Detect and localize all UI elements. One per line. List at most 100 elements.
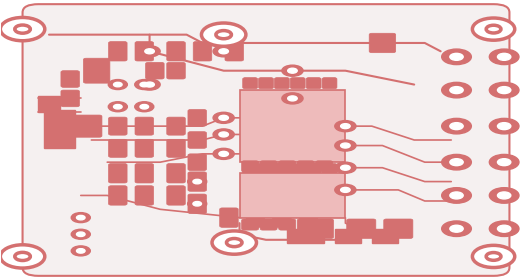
FancyBboxPatch shape [297,161,314,172]
Circle shape [135,80,154,90]
FancyBboxPatch shape [167,164,185,183]
FancyBboxPatch shape [167,117,185,135]
Circle shape [3,18,43,40]
Circle shape [109,102,127,112]
FancyBboxPatch shape [322,164,337,175]
Circle shape [282,65,303,76]
FancyBboxPatch shape [146,62,164,79]
FancyBboxPatch shape [299,208,318,227]
Circle shape [188,199,207,209]
FancyBboxPatch shape [167,42,185,61]
Circle shape [489,188,519,203]
FancyBboxPatch shape [246,208,265,227]
Circle shape [225,238,243,247]
FancyBboxPatch shape [306,164,321,175]
Circle shape [485,252,502,261]
Circle shape [442,82,471,98]
FancyBboxPatch shape [260,219,277,230]
Circle shape [219,49,228,54]
Circle shape [288,96,297,101]
Circle shape [135,102,154,112]
Circle shape [497,87,511,94]
Circle shape [145,49,154,54]
Circle shape [340,187,350,192]
Circle shape [214,30,232,39]
Circle shape [214,232,254,253]
FancyBboxPatch shape [297,219,314,230]
FancyBboxPatch shape [246,164,265,183]
FancyBboxPatch shape [290,164,305,175]
Circle shape [145,82,154,87]
Circle shape [219,151,228,156]
Circle shape [213,148,234,159]
Circle shape [340,124,350,129]
FancyBboxPatch shape [220,208,238,227]
Circle shape [109,80,127,90]
Circle shape [497,225,511,232]
FancyBboxPatch shape [188,132,206,148]
FancyBboxPatch shape [167,139,185,157]
FancyBboxPatch shape [272,186,291,205]
FancyBboxPatch shape [70,115,102,137]
Circle shape [450,192,463,199]
Bar [239,90,345,162]
Circle shape [193,179,202,184]
FancyBboxPatch shape [135,42,154,61]
Circle shape [219,115,228,120]
Circle shape [475,247,512,266]
Circle shape [77,249,85,253]
Circle shape [335,140,356,151]
Circle shape [450,159,463,166]
FancyBboxPatch shape [109,117,127,135]
FancyBboxPatch shape [299,164,318,183]
Circle shape [450,225,463,232]
Circle shape [475,19,512,39]
Circle shape [335,121,356,132]
Circle shape [212,231,256,254]
FancyBboxPatch shape [272,164,291,183]
FancyBboxPatch shape [135,186,154,205]
FancyBboxPatch shape [84,58,110,83]
Circle shape [213,46,234,57]
FancyBboxPatch shape [167,62,185,79]
FancyBboxPatch shape [272,208,291,227]
Circle shape [13,252,31,261]
FancyBboxPatch shape [188,109,206,126]
FancyBboxPatch shape [135,117,154,135]
FancyBboxPatch shape [279,161,296,172]
Circle shape [227,239,242,247]
FancyBboxPatch shape [188,172,206,191]
FancyBboxPatch shape [322,78,337,89]
Circle shape [13,24,31,34]
Circle shape [77,232,85,237]
Circle shape [486,25,501,33]
Circle shape [450,123,463,130]
Circle shape [340,165,350,170]
Circle shape [71,246,90,256]
FancyBboxPatch shape [304,219,334,238]
Circle shape [489,49,519,65]
Circle shape [15,25,30,33]
Circle shape [485,25,502,34]
Circle shape [216,31,231,39]
FancyBboxPatch shape [259,78,273,89]
Circle shape [497,192,511,199]
Circle shape [489,118,519,134]
Circle shape [486,253,501,260]
FancyBboxPatch shape [188,194,206,213]
Bar [38,96,60,112]
Circle shape [202,23,246,46]
Circle shape [1,245,45,268]
FancyBboxPatch shape [299,186,318,205]
Circle shape [140,82,148,87]
FancyBboxPatch shape [188,154,206,171]
Circle shape [442,118,471,134]
Circle shape [497,53,511,60]
Circle shape [442,154,471,170]
Circle shape [450,87,463,94]
FancyBboxPatch shape [135,139,154,157]
Circle shape [113,104,122,109]
FancyBboxPatch shape [61,71,79,87]
Circle shape [219,132,228,137]
FancyBboxPatch shape [242,219,259,230]
